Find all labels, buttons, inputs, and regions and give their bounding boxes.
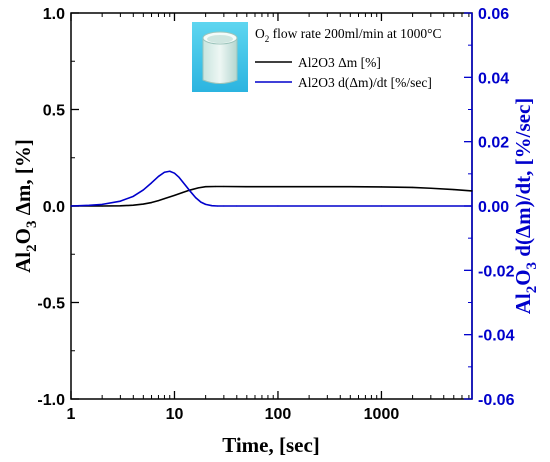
series-point-delta-m: [157, 200, 160, 202]
series-point-delta-m: [132, 204, 134, 206]
series-point-delta-m: [197, 187, 199, 189]
x-tick-label: 100: [265, 406, 292, 423]
series-point-rate: [195, 197, 197, 199]
series-point-delta-m: [246, 186, 248, 188]
series-point-rate: [277, 205, 279, 207]
series-point-rate: [380, 205, 383, 207]
legend-title: O2 flow rate 200ml/min at 1000°C: [255, 26, 442, 44]
series-point-rate: [471, 205, 473, 207]
series-point-delta-m: [223, 185, 225, 188]
series-point-delta-m: [142, 203, 144, 205]
y-left-tick-label: -0.5: [37, 296, 65, 313]
series-point-rate: [189, 189, 191, 192]
x-tick-label: 1: [67, 406, 76, 423]
y-right-tick-label: 0.06: [478, 6, 509, 23]
y-right-tick-label: 0.00: [478, 199, 509, 216]
series-point-rate: [157, 175, 160, 178]
legend: O2 flow rate 200ml/min at 1000°C Al2O3 Δ…: [192, 22, 442, 92]
svg-text:Al2O3 Δm, [%]: Al2O3 Δm, [%]: [11, 139, 40, 273]
y-right-tick-label: -0.04: [478, 328, 515, 345]
series-point-delta-m: [380, 186, 383, 188]
series-point-rate: [216, 205, 219, 207]
y-right-axis-title: Al2O3 d(Δm)/dt, [%/sec]: [511, 98, 540, 315]
svg-text:Al2O3 d(Δm)/dt, [%/sec]: Al2O3 d(Δm)/dt, [%/sec]: [511, 98, 540, 315]
series-point-delta-m: [349, 186, 351, 188]
y-right-tick-label: 0.02: [478, 135, 509, 152]
y-right-tick-label: -0.02: [478, 263, 515, 280]
series-point-delta-m: [412, 186, 414, 189]
y-left-tick-label: 0.0: [43, 199, 65, 216]
series-point-rate: [182, 181, 184, 183]
series-point-rate: [205, 203, 207, 205]
alumina-crucible-photo: [202, 31, 238, 84]
series-point-rate: [163, 171, 166, 173]
x-axis-title: Time, [sec]: [222, 433, 320, 457]
series-point-rate: [178, 176, 180, 178]
series-point-delta-m: [453, 188, 455, 191]
x-tick-label: 1000: [364, 406, 400, 423]
series-point-delta-m: [173, 194, 176, 196]
series-point-delta-m: [430, 187, 432, 189]
series-point-rate: [173, 172, 176, 174]
series-point-rate: [132, 195, 134, 197]
legend-label-delta-m: Al2O3 Δm [%]: [298, 55, 381, 70]
series-point-rate: [200, 201, 202, 203]
y-left-tick-label: -1.0: [37, 392, 65, 409]
series-point-delta-m: [308, 186, 310, 188]
series-point-delta-m: [119, 205, 121, 207]
series-point-rate: [142, 189, 144, 191]
series-point-delta-m: [205, 186, 207, 188]
series-point-delta-m: [471, 190, 473, 192]
series-point-delta-m: [163, 198, 166, 200]
y-left-tick-label: 0.5: [43, 103, 65, 120]
series-line-delta-m: [71, 185, 473, 207]
x-tick-label: 10: [166, 406, 184, 423]
y-left-tick-label: 1.0: [43, 6, 65, 23]
series-point-rate: [101, 203, 103, 205]
series-point-rate: [211, 205, 213, 207]
series-point-rate: [70, 205, 72, 207]
series-point-rate: [150, 182, 153, 184]
y-right-tick-label: 0.04: [478, 70, 509, 87]
series-point-delta-m: [215, 185, 217, 188]
y-left-axis-title: Al2O3 Δm, [%]: [11, 139, 40, 273]
series-point-rate: [169, 170, 171, 172]
series-point-rate: [223, 205, 225, 207]
series-point-delta-m: [182, 191, 184, 194]
series-point-delta-m: [101, 205, 103, 207]
series-point-rate: [119, 200, 121, 202]
series-point-rate: [88, 204, 90, 206]
series-point-rate: [236, 205, 238, 207]
y-right-tick-label: -0.06: [478, 392, 515, 409]
series-line-rate: [70, 170, 472, 207]
series-point-delta-m: [150, 201, 153, 204]
series-point-delta-m: [277, 186, 279, 188]
legend-label-rate: Al2O3 d(Δm)/dt [%/sec]: [298, 75, 432, 90]
